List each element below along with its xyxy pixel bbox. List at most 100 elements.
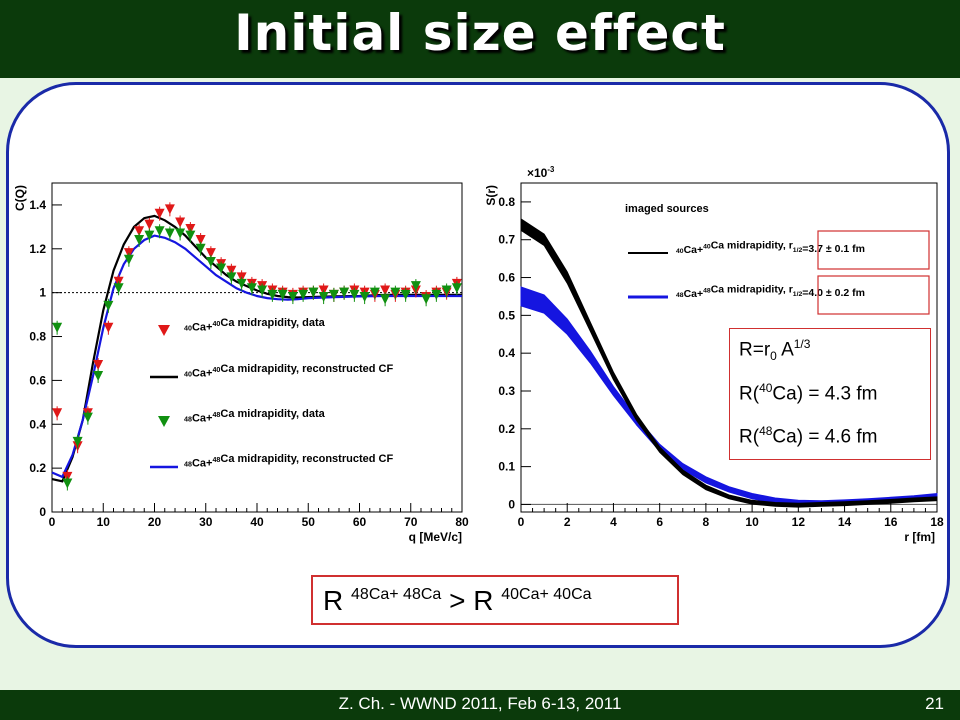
x-tick-label: 16 xyxy=(884,515,898,529)
radius-comparison: R 48Ca+ 48Ca > R 40Ca+ 40Ca xyxy=(323,585,592,616)
data-point-48ca xyxy=(441,285,452,296)
x-tick-label: 6 xyxy=(656,515,663,529)
data-point-48ca xyxy=(421,294,432,305)
data-point-48ca xyxy=(298,289,309,300)
page-title: Initial size effect xyxy=(234,4,726,62)
x-tick-label: 20 xyxy=(148,515,162,529)
radius-ca40: R(40Ca) = 4.3 fm xyxy=(739,381,878,405)
y-tick-label: 0.1 xyxy=(498,460,515,474)
y-axis-multiplier: ×10-3 xyxy=(527,165,555,180)
y-tick-label: 0.2 xyxy=(498,422,515,436)
data-point-40ca xyxy=(144,219,155,230)
x-tick-label: 80 xyxy=(455,515,469,529)
legend-label: 48Ca+48Ca midrapidity, data xyxy=(184,408,326,424)
y-tick-label: 0.8 xyxy=(498,195,515,209)
y-axis-label: C(Q) xyxy=(13,185,27,211)
data-point-48ca xyxy=(175,228,186,239)
radius-formula-box: R=r0 A1/3 R(40Ca) = 4.3 fm R(48Ca) = 4.6… xyxy=(729,328,931,460)
data-point-40ca xyxy=(175,217,186,228)
y-tick-label: 0.6 xyxy=(498,271,515,285)
data-point-48ca xyxy=(339,287,350,298)
plot-frame xyxy=(51,182,463,513)
x-tick-label: 0 xyxy=(518,515,525,529)
data-point-48ca xyxy=(318,292,329,303)
y-tick-label: 0 xyxy=(39,505,46,519)
x-tick-label: 0 xyxy=(49,515,56,529)
data-point-48ca xyxy=(82,412,93,423)
legend-marker xyxy=(158,325,170,336)
highlight-box-40ca xyxy=(817,230,930,270)
x-tick-label: 10 xyxy=(97,515,111,529)
y-tick-label: 1.4 xyxy=(29,198,46,212)
data-point-40ca xyxy=(154,208,165,219)
x-tick-label: 8 xyxy=(703,515,710,529)
data-point-48ca xyxy=(349,289,360,300)
data-point-48ca xyxy=(257,285,268,296)
data-point-48ca xyxy=(103,300,114,311)
data-point-48ca xyxy=(226,272,237,283)
radius-comparison-box: R 48Ca+ 48Ca > R 40Ca+ 40Ca xyxy=(311,575,679,625)
data-point-40ca xyxy=(103,322,114,333)
data-point-48ca xyxy=(246,283,257,294)
data-point-48ca xyxy=(410,281,421,292)
data-point-40ca xyxy=(134,226,145,237)
data-point-48ca xyxy=(369,287,380,298)
data-point-40ca xyxy=(52,408,63,419)
data-point-48ca xyxy=(113,283,124,294)
data-point-48ca xyxy=(205,256,216,267)
y-axis-label: S(r) xyxy=(484,185,498,206)
data-point-48ca xyxy=(144,230,155,241)
data-point-48ca xyxy=(359,292,370,303)
data-point-48ca xyxy=(52,322,63,333)
y-tick-label: 0.7 xyxy=(498,233,515,247)
x-tick-label: 30 xyxy=(199,515,213,529)
data-point-48ca xyxy=(236,278,247,289)
data-point-48ca xyxy=(390,287,401,298)
y-tick-label: 0.4 xyxy=(29,417,46,431)
x-tick-label: 12 xyxy=(792,515,806,529)
data-point-48ca xyxy=(62,478,73,489)
legend-label: 48Ca+48Ca midrapidity, reconstructed CF xyxy=(184,453,393,469)
band-40ca xyxy=(520,217,938,508)
data-point-48ca xyxy=(277,289,288,300)
x-tick-label: 2 xyxy=(564,515,571,529)
legend-label: 40Ca+40Ca midrapidity, data xyxy=(184,317,326,333)
data-point-40ca xyxy=(380,285,391,296)
footer-text: Z. Ch. - WWND 2011, Feb 6-13, 2011 xyxy=(338,694,622,713)
legend-marker xyxy=(158,416,170,427)
correlation-function-chart: 0 10 20 30 40 50 60 70 80 0 0.2 0.4 0.6 0.8 1 1.2 1.4 q [… xyxy=(13,182,469,544)
chart-title: imaged sources xyxy=(625,203,709,215)
x-axis-label: q [MeV/c] xyxy=(409,530,462,544)
data-point-48ca xyxy=(134,235,145,246)
legend-label: 40Ca+40Ca midrapidity, reconstructed CF xyxy=(184,363,393,379)
x-tick-label: 4 xyxy=(610,515,617,529)
y-tick-label: 0.6 xyxy=(29,373,46,387)
data-point-48ca xyxy=(451,283,462,294)
data-point-48ca xyxy=(400,289,411,300)
title-bar xyxy=(0,0,960,78)
y-tick-label: 0.5 xyxy=(498,308,515,322)
data-point-48ca xyxy=(164,228,175,239)
data-point-48ca xyxy=(380,294,391,305)
footer-bar xyxy=(0,690,960,720)
radius-formula: R=r0 A1/3 xyxy=(739,337,811,364)
x-tick-label: 40 xyxy=(250,515,264,529)
data-point-40ca xyxy=(93,360,104,371)
data-point-48ca xyxy=(123,254,134,265)
data-point-48ca xyxy=(216,263,227,274)
y-tick-label: 0 xyxy=(508,497,515,511)
data-point-48ca xyxy=(154,226,165,237)
data-point-48ca xyxy=(328,289,339,300)
x-tick-label: 14 xyxy=(838,515,852,529)
highlight-box-48ca xyxy=(817,275,930,315)
y-tick-label: 0.4 xyxy=(498,346,515,360)
data-point-48ca xyxy=(267,289,278,300)
x-tick-label: 70 xyxy=(404,515,418,529)
data-point-48ca xyxy=(287,292,298,303)
data-point-40ca xyxy=(164,204,175,215)
curve-48ca xyxy=(51,234,462,479)
x-tick-label: 10 xyxy=(745,515,759,529)
data-point-48ca xyxy=(185,230,196,241)
slide-number: 21 xyxy=(925,694,944,713)
x-tick-label: 18 xyxy=(930,515,944,529)
